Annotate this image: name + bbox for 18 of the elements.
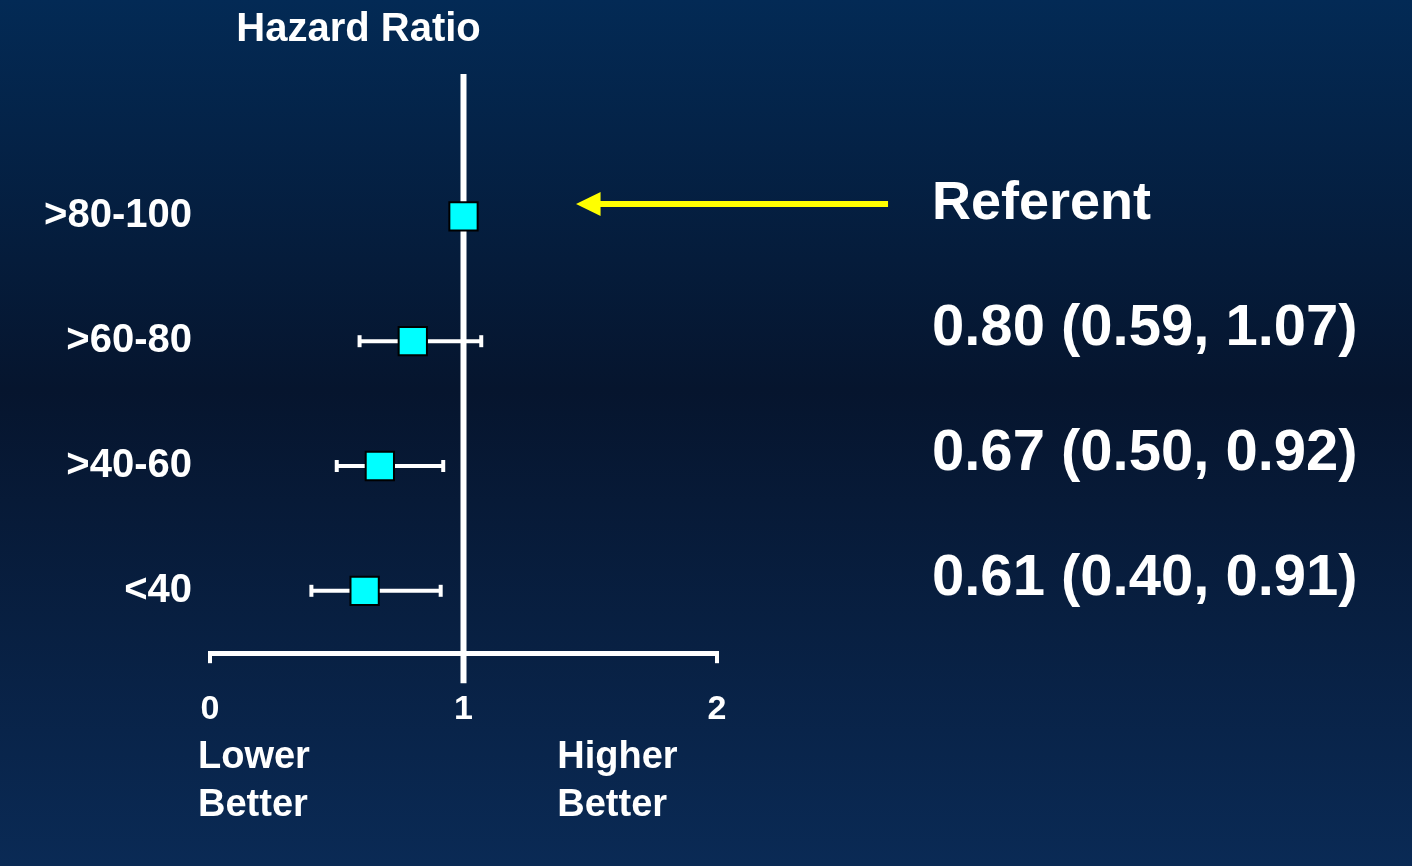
x-tick-label: 1 — [454, 687, 473, 726]
x-tick-label: 2 — [707, 687, 727, 726]
text: 0.80 (0.59, 1.07) — [932, 292, 1358, 358]
point — [397, 326, 428, 357]
y-tick-label: >40-60 — [66, 441, 192, 486]
point — [448, 201, 479, 232]
y-tick-label: >80-100 — [44, 191, 192, 236]
y-tick-label: >60-80 — [66, 316, 192, 361]
text: 0.67 (0.50, 0.92) — [932, 417, 1358, 482]
point — [349, 575, 380, 606]
chart-title: Hazard Ratio — [236, 5, 481, 50]
text: Lower Better — [198, 733, 311, 824]
text: Referent — [932, 170, 1152, 231]
y-tick-label: <40 — [124, 565, 192, 610]
x-tick-label: 0 — [200, 687, 220, 726]
point — [364, 450, 395, 482]
text: Higher Better — [557, 733, 678, 824]
text: 0.61 (0.40, 0.91) — [932, 541, 1358, 607]
